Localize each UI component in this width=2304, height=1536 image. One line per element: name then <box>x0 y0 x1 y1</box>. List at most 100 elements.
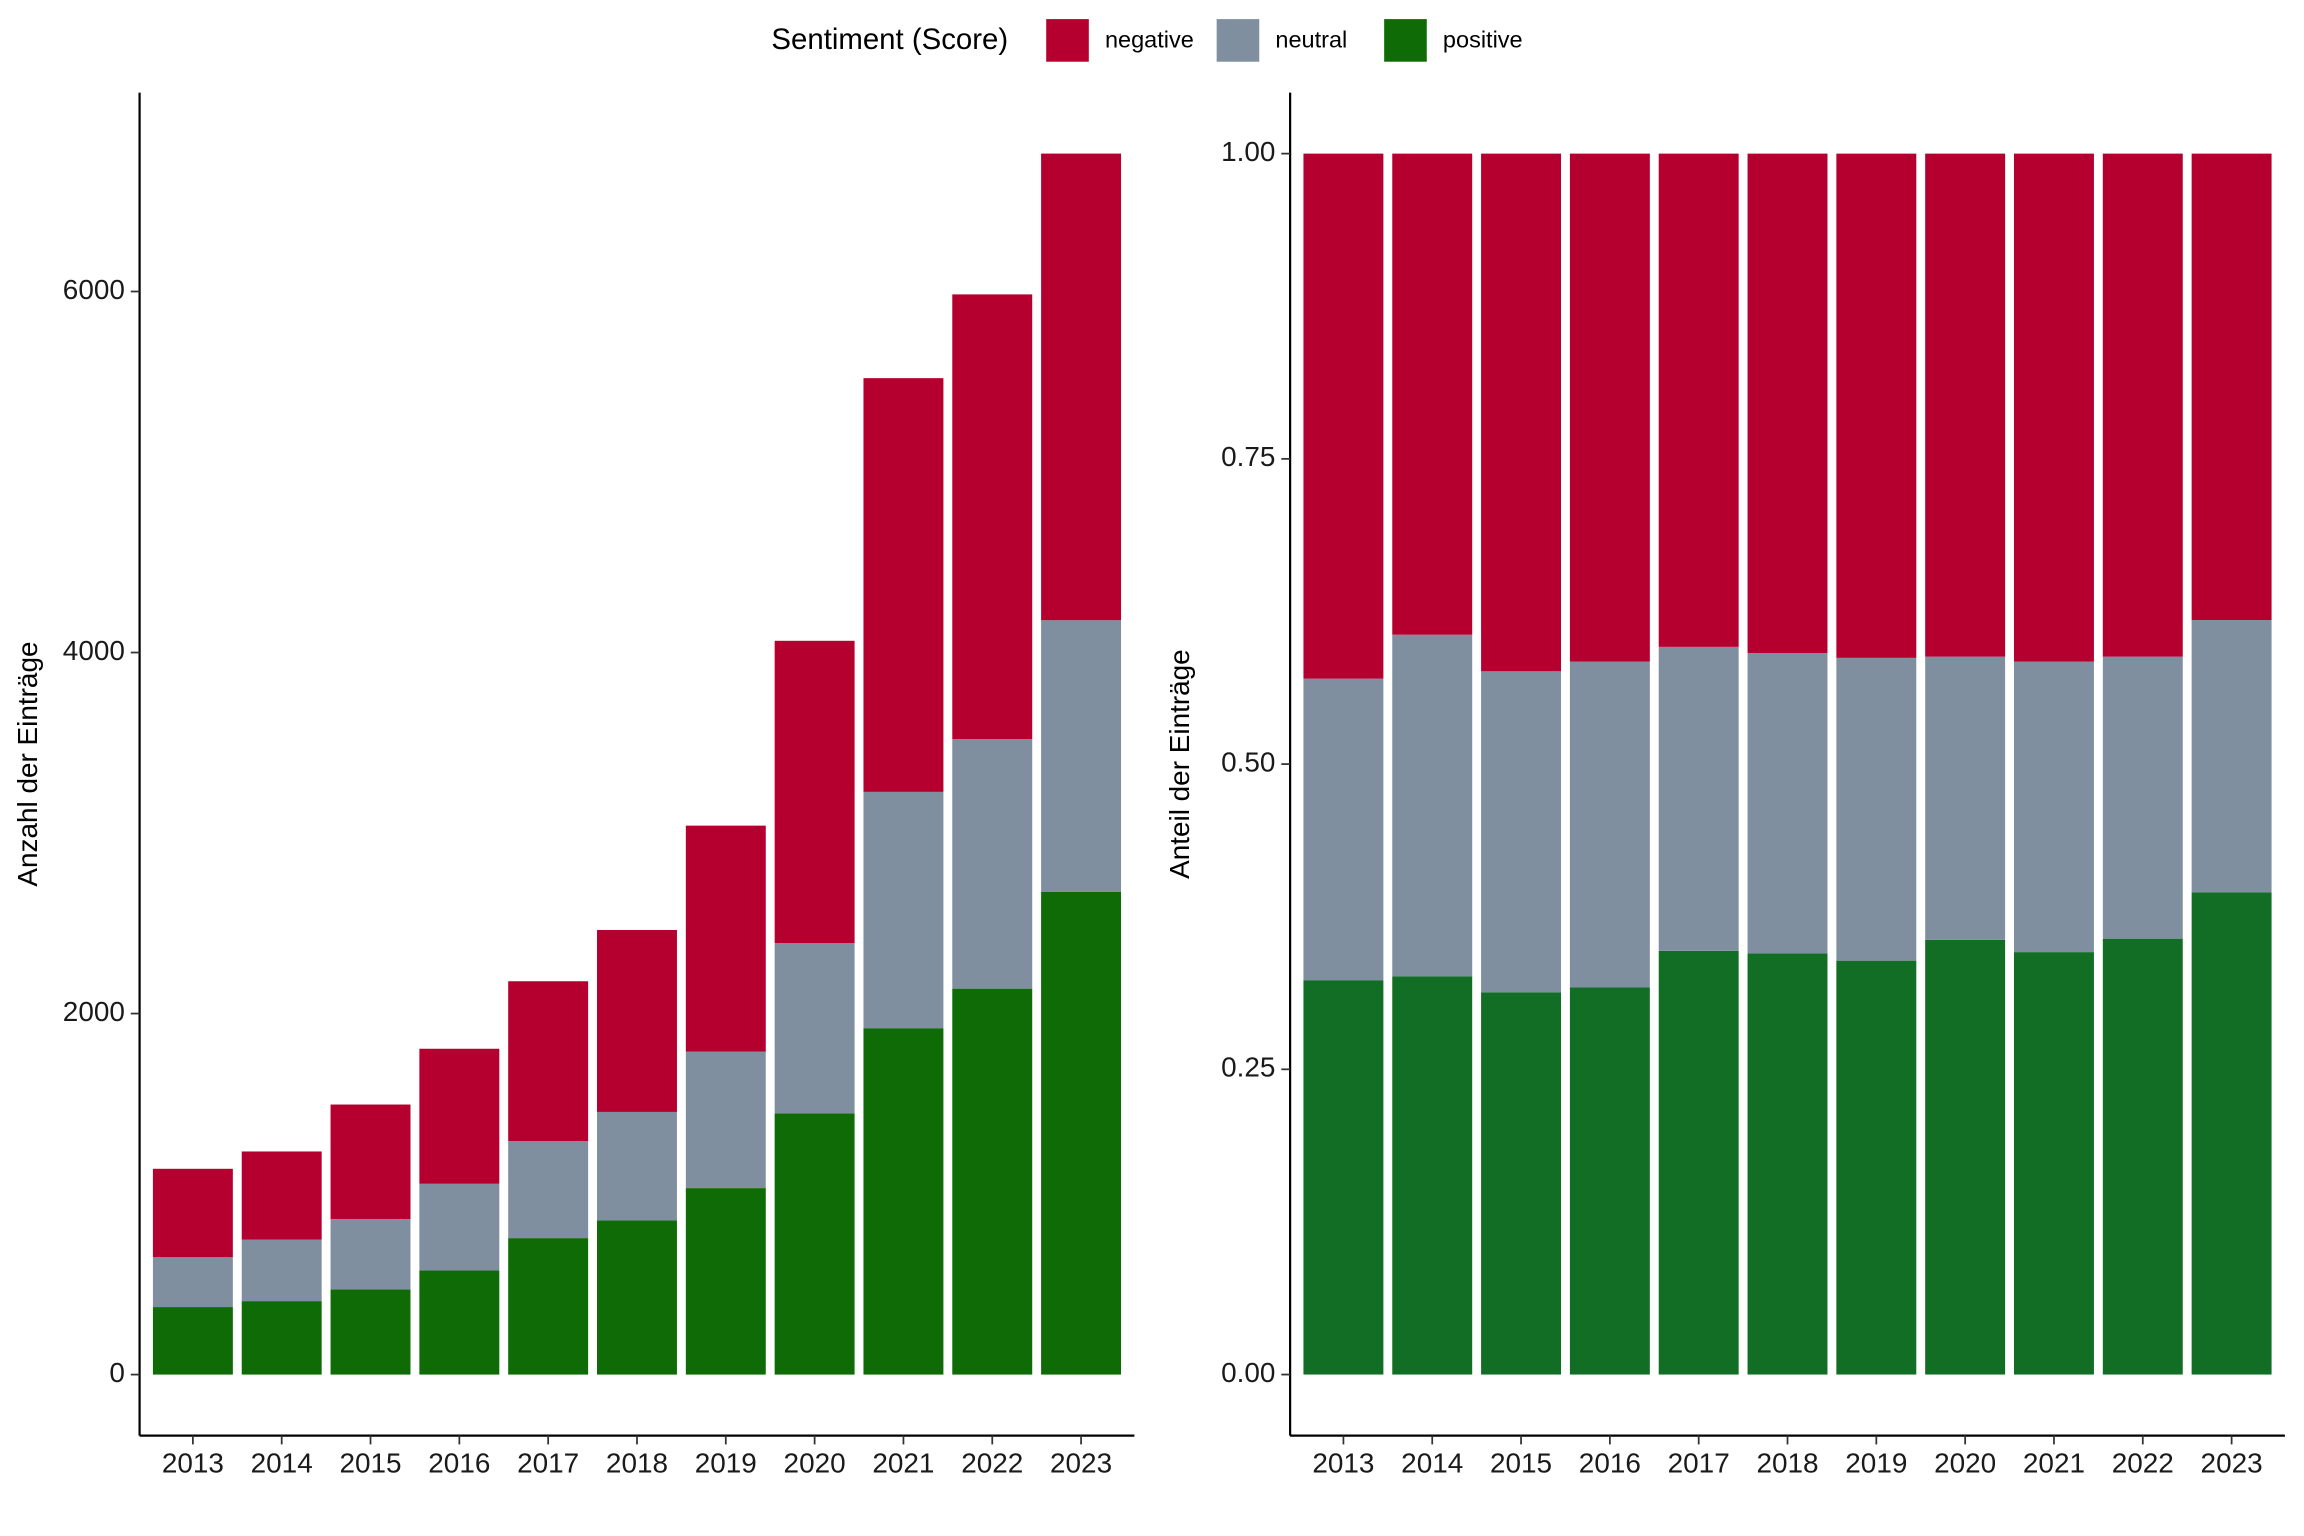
bar-segment <box>597 1220 677 1375</box>
bar-segment <box>2102 656 2183 939</box>
bar-segment <box>1747 153 1828 653</box>
x-tick-label: 2015 <box>1490 1447 1552 1478</box>
bar-segment <box>952 739 1033 989</box>
x-tick-label: 2013 <box>1312 1447 1374 1478</box>
bar-segment <box>1041 891 1122 1375</box>
bar-segment <box>152 1257 233 1308</box>
x-tick-label: 2016 <box>428 1447 490 1478</box>
bar-segment <box>685 1188 766 1375</box>
legend-title: Sentiment (Score) <box>771 23 1008 56</box>
legend-key <box>1046 19 1089 62</box>
bar-segment <box>508 1238 589 1375</box>
bar-segment <box>1392 153 1473 635</box>
x-tick-label: 2017 <box>517 1447 579 1478</box>
bar-segment <box>2191 620 2272 893</box>
bar-segment <box>2013 153 2094 662</box>
bar-segment <box>1658 950 1739 1375</box>
x-tick-label: 2023 <box>2201 1447 2263 1478</box>
bar-segment <box>241 1151 322 1240</box>
bar-segment <box>952 988 1033 1375</box>
x-tick-label: 2019 <box>1845 1447 1907 1478</box>
bar-segment <box>685 1051 766 1189</box>
bar-segment <box>1041 153 1122 621</box>
bar-segment <box>952 294 1033 740</box>
bar-segment <box>1836 657 1917 961</box>
x-tick-label: 2020 <box>1934 1447 1996 1478</box>
y-axis-label: Anzahl der Einträge <box>12 642 43 887</box>
x-tick-label: 2020 <box>784 1447 846 1478</box>
x-tick-label: 2021 <box>872 1447 934 1478</box>
bar-segment <box>2191 153 2272 621</box>
x-tick-label: 2018 <box>1756 1447 1818 1478</box>
bar-segment <box>1925 153 2006 657</box>
bar-segment <box>774 1113 855 1375</box>
bar-segment <box>419 1048 500 1184</box>
bar-segment <box>330 1289 411 1375</box>
bar-segment <box>774 640 855 944</box>
bar-segment <box>774 943 855 1114</box>
bar-segment <box>1569 153 1650 662</box>
y-tick-label: 0 <box>109 1357 125 1388</box>
legend-label: neutral <box>1275 26 1347 52</box>
legend-label: positive <box>1443 26 1523 52</box>
bar-segment <box>685 825 766 1052</box>
bar-segment <box>1836 960 1917 1375</box>
y-tick-label: 1.00 <box>1221 136 1275 167</box>
bar-segment <box>2102 153 2183 657</box>
bar-segment <box>1658 153 1739 647</box>
y-tick-label: 4000 <box>63 635 125 666</box>
x-tick-label: 2023 <box>1050 1447 1112 1478</box>
x-tick-label: 2018 <box>606 1447 668 1478</box>
bar-segment <box>1481 671 1562 993</box>
bar-segment <box>1569 661 1650 988</box>
bar-segment <box>152 1168 233 1258</box>
bar-segment <box>1658 646 1739 951</box>
x-tick-label: 2014 <box>251 1447 313 1478</box>
x-tick-label: 2019 <box>695 1447 757 1478</box>
bar-segment <box>508 981 589 1142</box>
legend: Sentiment (Score) negative neutral positiv… <box>771 19 1523 62</box>
bar-segment <box>508 1141 589 1239</box>
x-tick-label: 2015 <box>339 1447 401 1478</box>
bar-segment <box>1303 153 1384 679</box>
panel: 0.00 0.25 0.50 0.75 1.00 2013 2014 2015 2016 2017… <box>1164 92 2285 1478</box>
x-tick-label: 2022 <box>961 1447 1023 1478</box>
x-tick-label: 2014 <box>1401 1447 1463 1478</box>
bar-segment <box>2013 952 2094 1375</box>
legend-label: negative <box>1105 26 1194 52</box>
bar-segment <box>419 1183 500 1271</box>
bar-segment <box>1481 992 1562 1375</box>
legend-key <box>1216 19 1260 62</box>
bar-segment <box>419 1270 500 1375</box>
legend-key <box>1384 19 1427 62</box>
bar-segment <box>152 1307 233 1375</box>
x-tick-label: 2017 <box>1668 1447 1730 1478</box>
y-tick-label: 6000 <box>63 274 125 305</box>
bar-segment <box>863 378 944 792</box>
panel: 0 2000 4000 6000 2013 2014 2015 2016 2017 2018 201… <box>12 92 1135 1478</box>
y-axis-label: Anteil der Einträge <box>1164 649 1195 879</box>
bar-segment <box>330 1218 411 1290</box>
bar-segment <box>863 1028 944 1375</box>
x-tick-label: 2013 <box>162 1447 224 1478</box>
bar-segment <box>1392 976 1473 1375</box>
y-tick-label: 2000 <box>63 996 125 1027</box>
y-tick-label: 0.75 <box>1221 441 1275 472</box>
bar-segment <box>597 1111 677 1221</box>
bar-segment <box>2191 892 2272 1375</box>
bar-segment <box>1925 939 2006 1375</box>
bar-segment <box>241 1239 322 1302</box>
bar-segment <box>2013 661 2094 953</box>
bar-segment <box>2102 938 2183 1375</box>
x-tick-label: 2021 <box>2023 1447 2085 1478</box>
x-tick-label: 2016 <box>1579 1447 1641 1478</box>
bar-segment <box>1041 620 1122 892</box>
bar-segment <box>330 1104 411 1219</box>
bar-segment <box>1925 656 2006 940</box>
bar-segment <box>597 929 677 1112</box>
bar-segment <box>1392 634 1473 977</box>
bar-segment <box>1303 678 1384 981</box>
y-tick-label: 0.00 <box>1221 1357 1275 1388</box>
